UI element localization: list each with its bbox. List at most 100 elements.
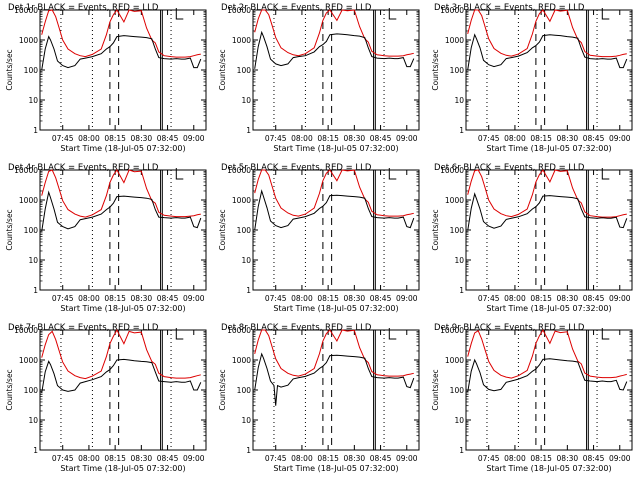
y-tick-label: 10: [454, 256, 464, 265]
attenuator-marker: [601, 168, 610, 180]
x-tick-label: 07:45: [478, 454, 500, 463]
x-tick-label: 09:00: [183, 134, 205, 143]
x-tick-label: 09:00: [396, 454, 418, 463]
x-axis-label: Start Time (18-Jul-05 07:32:00): [60, 304, 185, 313]
x-tick-label: 07:45: [478, 134, 500, 143]
y-tick-label: 1: [33, 446, 38, 455]
series-line-events: [41, 190, 202, 232]
plot-frame: [252, 329, 420, 451]
x-tick-label: 08:00: [78, 454, 100, 463]
x-tick-label: 08:45: [370, 294, 392, 303]
panel-title: Det 9r BLACK = Events, RED = LLD: [434, 323, 585, 333]
series-line-events: [467, 192, 628, 231]
y-tick-label: 10000: [440, 166, 464, 175]
x-tick-label: 08:45: [370, 454, 392, 463]
series-line-events: [467, 33, 628, 71]
y-tick-label: 1: [246, 126, 251, 135]
x-tick-label: 09:00: [609, 454, 631, 463]
y-tick-label: 100: [24, 386, 39, 395]
panel-title: Det 2r BLACK = Events, RED = LLD: [221, 3, 372, 13]
x-tick-label: 08:00: [78, 134, 100, 143]
y-tick-label: 10000: [440, 6, 464, 15]
y-tick-label: 1000: [445, 196, 464, 205]
series-line-lld: [467, 328, 627, 379]
attenuator-marker: [388, 328, 397, 340]
panel-title: Det 7r BLACK = Events, RED = LLD: [8, 323, 159, 333]
x-tick-label: 07:45: [265, 294, 287, 303]
x-axis-label: Start Time (18-Jul-05 07:32:00): [486, 464, 611, 473]
y-tick-label: 100: [237, 386, 252, 395]
y-axis-label: Counts/sec: [5, 49, 14, 90]
attenuator-marker: [175, 328, 184, 340]
series-line-lld: [467, 169, 627, 218]
y-axis-label: Counts/sec: [431, 209, 440, 250]
x-tick-label: 08:30: [557, 454, 579, 463]
x-axis-label: Start Time (18-Jul-05 07:32:00): [273, 304, 398, 313]
panel-title: Det 3r BLACK = Events, RED = LLD: [434, 3, 585, 13]
y-axis-label: Counts/sec: [5, 369, 14, 410]
x-tick-label: 09:00: [183, 294, 205, 303]
y-tick-label: 1000: [445, 356, 464, 365]
y-tick-label: 1000: [232, 36, 251, 45]
series-line-lld: [467, 9, 627, 58]
y-axis-label: Counts/sec: [218, 209, 227, 250]
series-line-events: [41, 358, 202, 393]
series-line-lld: [254, 9, 414, 57]
x-tick-label: 08:45: [157, 294, 179, 303]
x-axis-label: Start Time (18-Jul-05 07:32:00): [273, 464, 398, 473]
y-tick-label: 100: [24, 226, 39, 235]
attenuator-marker: [175, 8, 184, 20]
x-tick-label: 07:45: [265, 454, 287, 463]
x-tick-label: 08:30: [131, 134, 153, 143]
y-tick-label: 10: [454, 416, 464, 425]
x-tick-label: 07:45: [478, 294, 500, 303]
series-line-lld: [41, 328, 201, 380]
attenuator-marker: [601, 8, 610, 20]
y-tick-label: 100: [450, 386, 465, 395]
y-tick-label: 10: [28, 96, 38, 105]
y-tick-label: 1: [33, 126, 38, 135]
panel-det-6: Det 6r BLACK = Events, RED = LLD 1 10 100 10…: [431, 163, 633, 313]
x-tick-label: 08:15: [317, 134, 339, 143]
y-tick-label: 1: [459, 446, 464, 455]
y-tick-label: 10000: [227, 6, 251, 15]
panel-title: Det 8r BLACK = Events, RED = LLD: [221, 323, 372, 333]
y-tick-label: 100: [450, 226, 465, 235]
x-tick-label: 07:45: [52, 294, 74, 303]
y-tick-label: 1000: [19, 356, 38, 365]
y-tick-label: 10: [28, 416, 38, 425]
plot-frame: [252, 9, 420, 131]
series-line-events: [467, 358, 628, 393]
y-axis-label: Counts/sec: [431, 49, 440, 90]
panel-title: Det 4r BLACK = Events, RED = LLD: [8, 163, 159, 173]
attenuator-marker: [601, 328, 610, 340]
x-axis-label: Start Time (18-Jul-05 07:32:00): [486, 304, 611, 313]
y-axis-label: Counts/sec: [218, 49, 227, 90]
x-tick-label: 08:15: [317, 454, 339, 463]
x-axis-label: Start Time (18-Jul-05 07:32:00): [60, 464, 185, 473]
y-axis-label: Counts/sec: [431, 369, 440, 410]
y-tick-label: 10000: [14, 326, 38, 335]
series-line-lld: [41, 9, 201, 58]
series-line-events: [41, 35, 202, 71]
x-tick-label: 08:00: [78, 294, 100, 303]
x-tick-label: 08:15: [530, 134, 552, 143]
panel-title: Det 1r BLACK = Events, RED = LLD: [8, 3, 159, 13]
y-tick-label: 100: [24, 66, 39, 75]
panel-det-8: Det 8r BLACK = Events, RED = LLD 1 10 100 10…: [218, 323, 420, 473]
x-tick-label: 09:00: [609, 294, 631, 303]
x-tick-label: 08:15: [104, 454, 126, 463]
x-tick-label: 08:30: [131, 454, 153, 463]
attenuator-marker: [175, 168, 184, 180]
plot-frame: [39, 9, 207, 131]
x-tick-label: 07:45: [265, 134, 287, 143]
y-tick-label: 100: [450, 66, 465, 75]
y-tick-label: 10: [28, 256, 38, 265]
x-tick-label: 08:30: [557, 294, 579, 303]
panel-det-4: Det 4r BLACK = Events, RED = LLD 1 10 100 10…: [5, 163, 207, 313]
x-tick-label: 08:45: [157, 454, 179, 463]
x-tick-label: 07:45: [52, 134, 74, 143]
panel-det-5: Det 5r BLACK = Events, RED = LLD 1 10 100 10…: [218, 163, 420, 313]
x-tick-label: 08:00: [504, 294, 526, 303]
